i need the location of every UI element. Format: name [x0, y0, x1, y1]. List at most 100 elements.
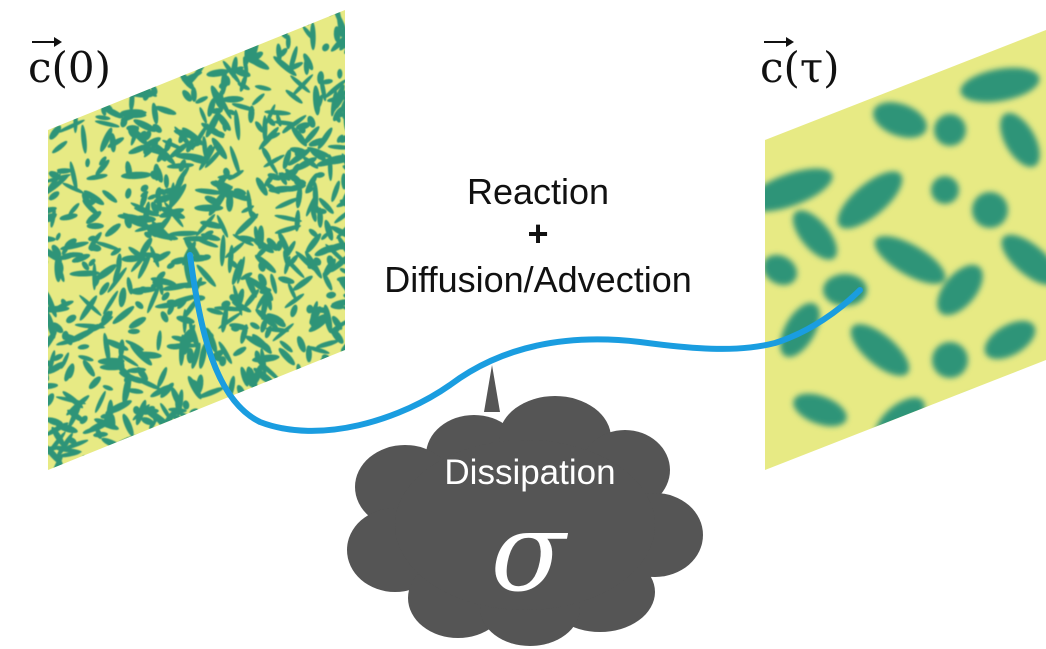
pattern-spot [70, 10, 81, 23]
pattern-spot [327, 144, 345, 150]
pattern-spot [191, 379, 202, 389]
pattern-spot [50, 207, 56, 228]
pattern-spot [127, 451, 137, 470]
pattern-spot [278, 172, 288, 186]
pattern-spot [266, 313, 285, 324]
pattern-spot [182, 400, 190, 410]
pattern-spot [288, 455, 305, 470]
pattern-spot [36, 447, 45, 457]
pattern-spot [148, 10, 176, 12]
pattern-spot [125, 442, 131, 458]
initial-state-label: c(0) [28, 37, 111, 92]
pattern-spot [282, 403, 302, 411]
pattern-spot [57, 119, 85, 133]
pattern-spot [122, 373, 132, 405]
pattern-spot [289, 379, 298, 390]
pattern-spot [69, 161, 78, 191]
pattern-spot [227, 109, 236, 116]
pattern-spot [231, 325, 240, 332]
pattern-spot [243, 57, 265, 68]
pattern-blob [765, 168, 833, 212]
pattern-spot [132, 215, 156, 223]
pattern-spot [260, 447, 276, 455]
pattern-spot [127, 328, 140, 335]
trajectory-curve [187, 252, 863, 434]
pattern-spot [219, 234, 226, 267]
pattern-spot [283, 4, 297, 10]
pattern-spot [255, 394, 281, 411]
pattern-spot [290, 304, 298, 318]
pattern-spot [216, 186, 231, 194]
pattern-spot [251, 453, 256, 462]
pattern-spot [66, 314, 77, 324]
pattern-spot [332, 242, 345, 250]
pattern-spot [239, 10, 250, 36]
pattern-spot [48, 206, 57, 216]
pattern-spot [81, 455, 87, 467]
pattern-spot [63, 439, 89, 450]
pattern-spot [158, 36, 175, 63]
pattern-spot [229, 145, 241, 175]
pattern-spot [153, 222, 173, 241]
pattern-spot [48, 235, 56, 243]
pattern-spot [48, 98, 64, 119]
pattern-spot [273, 56, 297, 77]
pattern-spot [55, 232, 61, 241]
pattern-spot [87, 455, 98, 463]
pattern-spot [236, 0, 253, 9]
pattern-spot [56, 0, 64, 10]
pattern-spot [280, 386, 302, 411]
pattern-spot [187, 11, 200, 20]
pattern-spot [246, 276, 271, 294]
pattern-spot [275, 197, 299, 209]
pattern-spot [352, 374, 368, 386]
pattern-spot [48, 393, 55, 407]
pattern-spot [203, 43, 225, 51]
pattern-spot [56, 259, 64, 274]
pattern-spot [133, 119, 157, 132]
pattern-spot [167, 304, 175, 315]
pattern-spot [297, 0, 306, 10]
dissipation-cloud: Dissipation σ [347, 365, 703, 646]
pattern-spot [306, 346, 330, 354]
pattern-spot [56, 432, 73, 458]
pattern-spot [218, 17, 238, 42]
pattern-spot [255, 177, 268, 196]
pattern-spot [154, 105, 177, 115]
pattern-spot [117, 74, 139, 81]
pattern-spot [308, 228, 319, 238]
pattern-spot [282, 440, 292, 458]
pattern-spot [119, 21, 125, 46]
pattern-blob [934, 114, 966, 146]
pattern-spot [153, 142, 176, 165]
pattern-spot [285, 89, 303, 104]
pattern-spot [86, 222, 104, 230]
pattern-spot [138, 14, 148, 28]
pattern-spot [246, 26, 256, 37]
pattern-spot [166, 21, 178, 30]
pattern-spot [104, 339, 129, 351]
pattern-spot [149, 466, 157, 470]
pattern-spot [349, 123, 360, 132]
pattern-spot [177, 0, 182, 6]
pattern-spot [205, 17, 212, 27]
pattern-spot [193, 17, 211, 25]
pattern-spot [78, 355, 94, 362]
pattern-spot [140, 184, 149, 192]
pattern-spot [313, 257, 322, 266]
pattern-spot [95, 115, 111, 121]
pattern-spot [72, 471, 96, 482]
pattern-spot [255, 308, 279, 329]
pattern-spot [148, 225, 160, 235]
pattern-spot [134, 207, 160, 217]
pattern-spot [336, 134, 344, 143]
pattern-spot [69, 10, 83, 23]
pattern-spot [329, 452, 345, 467]
pattern-spot [189, 10, 201, 25]
pattern-spot [194, 204, 224, 212]
pattern-spot [244, 273, 257, 298]
pattern-spot [95, 159, 110, 176]
pattern-spot [257, 26, 268, 40]
pattern-spot [154, 448, 162, 470]
pattern-spot [346, 385, 355, 407]
